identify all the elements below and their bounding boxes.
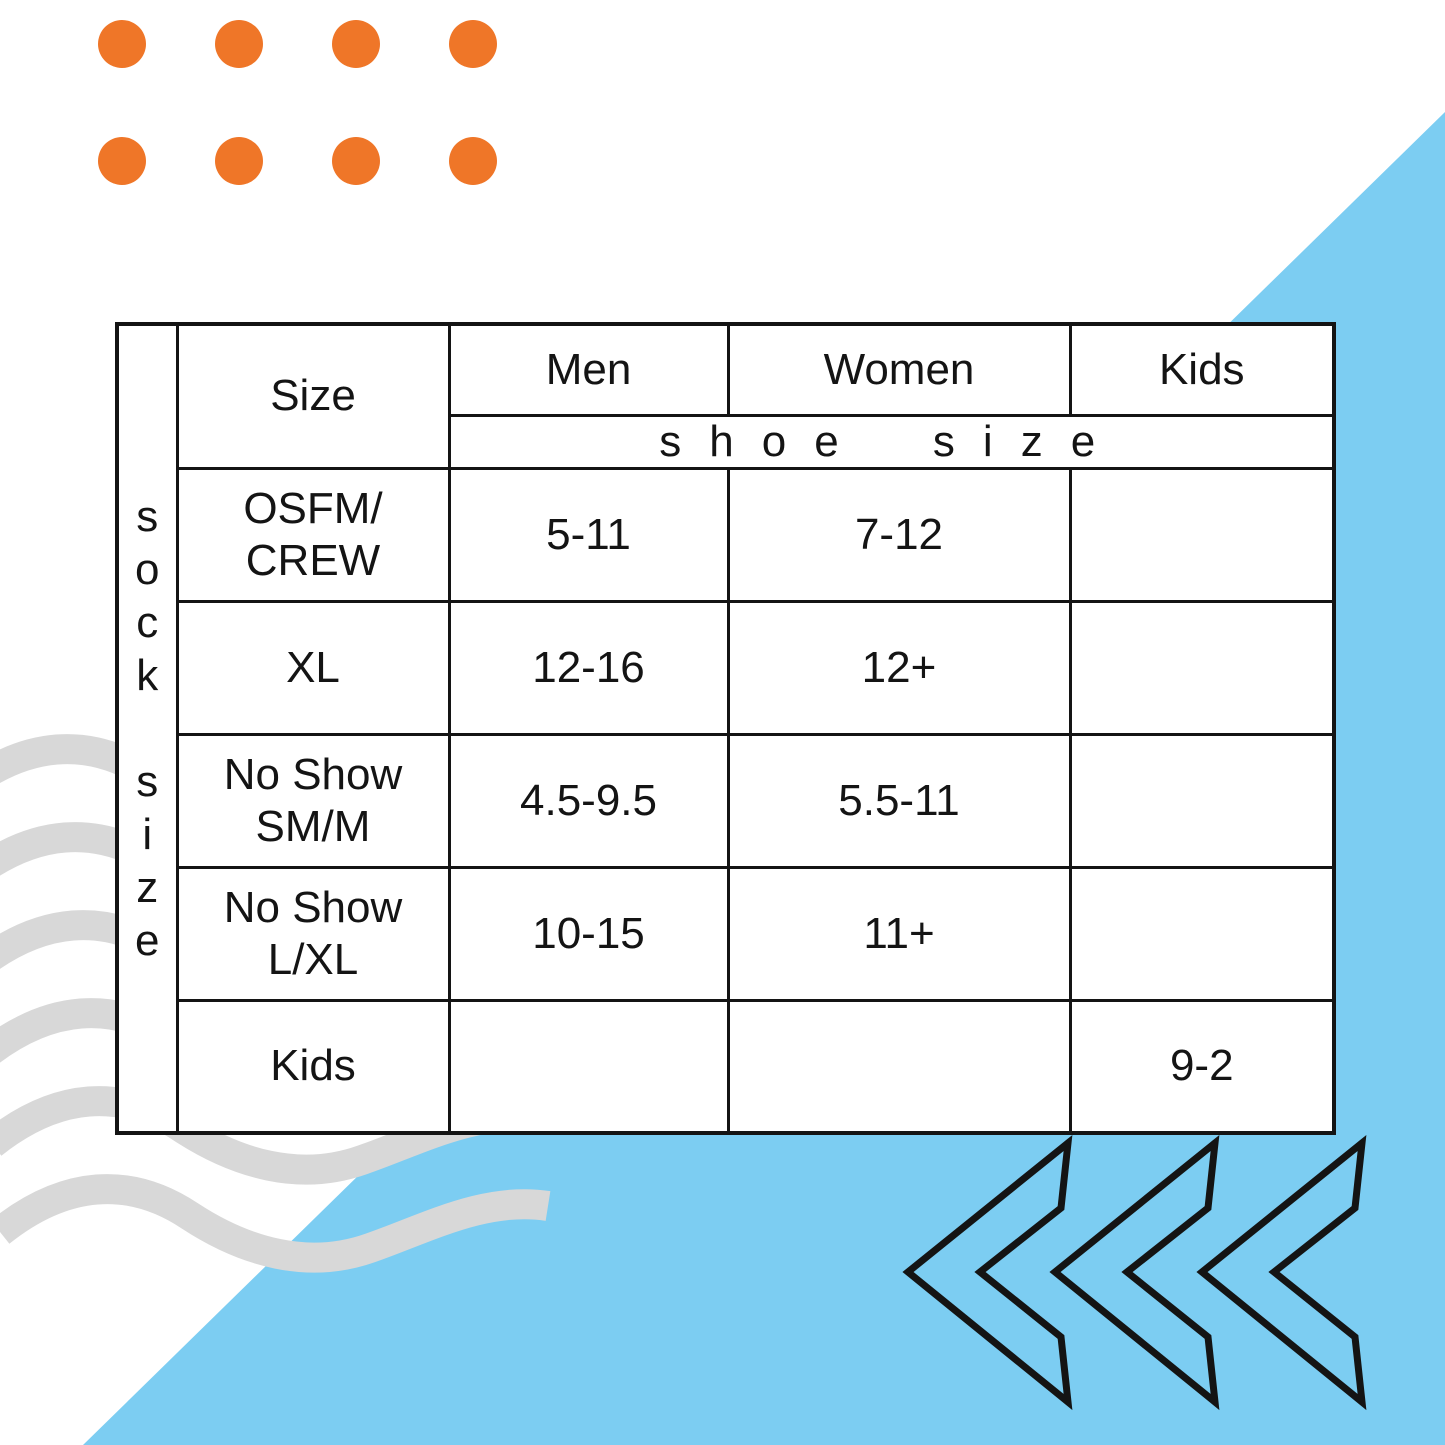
cell-men-value: 4.5-9.5 bbox=[447, 732, 730, 869]
cell-men-value bbox=[447, 998, 730, 1135]
cell-size-label: No Show L/XL bbox=[175, 865, 451, 1002]
size-chart-table: s o c k s i z e Size Men Women Kids shoe… bbox=[115, 322, 1336, 1135]
orange-dots-grid-icon bbox=[98, 20, 497, 185]
header-kids: Kids bbox=[1068, 322, 1336, 417]
cell-size-label: Kids bbox=[175, 998, 451, 1135]
cell-men-value: 12-16 bbox=[447, 599, 730, 736]
table-row: No Show L/XL 10-15 11+ bbox=[117, 865, 1336, 1002]
cell-kids-value bbox=[1068, 865, 1336, 1002]
sock-size-axis-label: s o c k s i z e bbox=[115, 322, 179, 1135]
sock-size-vertical-text: s o c k s i z e bbox=[135, 492, 160, 965]
table-row: Kids 9-2 bbox=[117, 998, 1336, 1135]
cell-kids-value: 9-2 bbox=[1068, 998, 1336, 1135]
chevron-left-icon bbox=[902, 1134, 1367, 1411]
table-row: XL 12-16 12+ bbox=[117, 599, 1336, 736]
cell-women-value: 7-12 bbox=[726, 466, 1072, 603]
cell-size-label: OSFM/ CREW bbox=[175, 466, 451, 603]
table-row: OSFM/ CREW 5-11 7-12 bbox=[117, 466, 1336, 603]
header-women: Women bbox=[726, 322, 1072, 417]
cell-men-value: 5-11 bbox=[447, 466, 730, 603]
cell-women-value: 5.5-11 bbox=[726, 732, 1072, 869]
cell-size-label: No Show SM/M bbox=[175, 732, 451, 869]
table-row: No Show SM/M 4.5-9.5 5.5-11 bbox=[117, 732, 1336, 869]
cell-women-value: 12+ bbox=[726, 599, 1072, 736]
header-men: Men bbox=[447, 322, 730, 417]
shoe-size-subheader: shoe size bbox=[447, 413, 1336, 470]
cell-women-value bbox=[726, 998, 1072, 1135]
cell-men-value: 10-15 bbox=[447, 865, 730, 1002]
cell-kids-value bbox=[1068, 599, 1336, 736]
cell-women-value: 11+ bbox=[726, 865, 1072, 1002]
cell-size-label: XL bbox=[175, 599, 451, 736]
cell-kids-value bbox=[1068, 466, 1336, 603]
cell-kids-value bbox=[1068, 732, 1336, 869]
header-size: Size bbox=[175, 322, 451, 470]
